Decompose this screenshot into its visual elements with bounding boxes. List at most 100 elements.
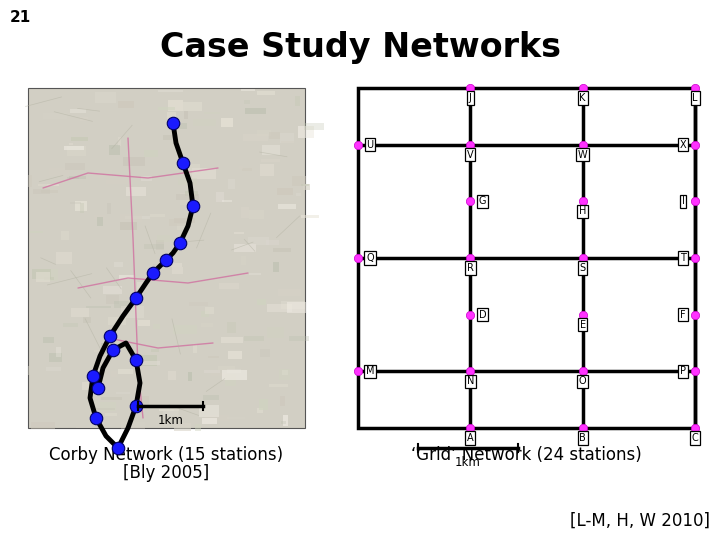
Bar — [95, 92, 116, 103]
Bar — [65, 163, 86, 170]
Bar — [118, 100, 134, 109]
Bar — [163, 134, 173, 140]
Bar — [278, 204, 296, 208]
Bar — [295, 96, 300, 106]
Bar — [284, 415, 287, 426]
FancyArrowPatch shape — [420, 268, 521, 343]
Bar — [114, 301, 136, 307]
Bar — [75, 201, 86, 211]
Bar — [305, 123, 325, 130]
FancyArrowPatch shape — [639, 378, 714, 478]
Bar — [301, 215, 319, 218]
Bar — [262, 145, 280, 156]
Text: C: C — [692, 433, 698, 443]
Bar — [183, 102, 202, 111]
Bar — [120, 214, 143, 221]
Text: Corby Network (15 stations): Corby Network (15 stations) — [50, 446, 284, 464]
Text: T: T — [680, 253, 686, 263]
Bar — [68, 176, 86, 179]
Bar — [179, 193, 189, 205]
Text: ‘Grid’ Network (24 stations): ‘Grid’ Network (24 stations) — [411, 446, 642, 464]
Bar — [121, 422, 145, 429]
Bar — [49, 353, 62, 362]
Bar — [43, 113, 68, 119]
Text: 21: 21 — [10, 10, 31, 25]
Bar — [32, 268, 51, 279]
FancyArrowPatch shape — [533, 325, 633, 400]
FancyArrowPatch shape — [645, 240, 720, 315]
Bar — [68, 177, 79, 179]
Bar — [127, 187, 146, 196]
Bar — [158, 235, 174, 242]
Text: M: M — [366, 366, 374, 376]
Bar — [48, 167, 69, 177]
Bar — [160, 263, 181, 267]
Bar — [109, 340, 122, 350]
FancyArrowPatch shape — [451, 38, 527, 138]
Bar — [174, 325, 197, 334]
Bar — [174, 407, 179, 416]
Bar — [63, 180, 66, 183]
Bar — [173, 166, 176, 172]
FancyArrowPatch shape — [339, 208, 415, 308]
Bar — [105, 413, 117, 416]
FancyArrowPatch shape — [420, 325, 521, 400]
Text: 1km: 1km — [158, 414, 184, 427]
Bar — [260, 349, 270, 357]
Bar — [94, 350, 102, 352]
FancyArrowPatch shape — [526, 378, 601, 478]
FancyArrowPatch shape — [339, 94, 415, 194]
FancyArrowPatch shape — [451, 321, 527, 421]
Bar — [79, 203, 84, 213]
Bar — [273, 248, 292, 252]
Bar — [280, 396, 284, 406]
Bar — [122, 306, 144, 318]
Bar — [358, 88, 695, 428]
Bar — [94, 408, 114, 410]
Bar — [248, 237, 269, 245]
Bar — [151, 349, 159, 352]
Bar — [302, 184, 310, 191]
Text: P: P — [680, 366, 686, 376]
Bar — [204, 370, 220, 373]
Bar — [71, 308, 89, 317]
Bar — [29, 366, 48, 375]
FancyArrowPatch shape — [645, 42, 720, 117]
Bar — [159, 409, 179, 411]
Bar — [185, 161, 188, 166]
Bar — [238, 166, 243, 168]
Bar — [67, 146, 86, 157]
Text: G: G — [479, 197, 486, 206]
Bar — [153, 265, 160, 269]
Bar — [227, 138, 244, 141]
Bar — [282, 301, 305, 309]
Bar — [228, 351, 242, 359]
Bar — [141, 176, 152, 181]
Text: A: A — [467, 433, 474, 443]
Bar — [289, 336, 309, 341]
Bar — [258, 408, 264, 413]
Text: V: V — [467, 150, 474, 160]
Bar — [277, 188, 294, 195]
FancyArrowPatch shape — [533, 98, 633, 173]
Bar — [204, 307, 214, 314]
Bar — [257, 91, 275, 94]
Bar — [217, 366, 235, 370]
Text: S: S — [580, 263, 586, 273]
Bar — [71, 109, 86, 113]
Bar — [123, 157, 145, 166]
Text: H: H — [579, 206, 586, 217]
Text: E: E — [580, 320, 586, 329]
Bar — [158, 90, 183, 92]
Bar — [184, 164, 199, 176]
Bar — [115, 392, 130, 394]
Text: K: K — [580, 93, 586, 103]
Bar — [189, 301, 208, 306]
Bar — [168, 219, 185, 226]
Bar — [188, 372, 192, 381]
Bar — [172, 267, 183, 274]
Bar — [244, 100, 250, 104]
Text: I: I — [682, 197, 685, 206]
Bar — [30, 231, 43, 233]
Bar — [94, 363, 108, 366]
